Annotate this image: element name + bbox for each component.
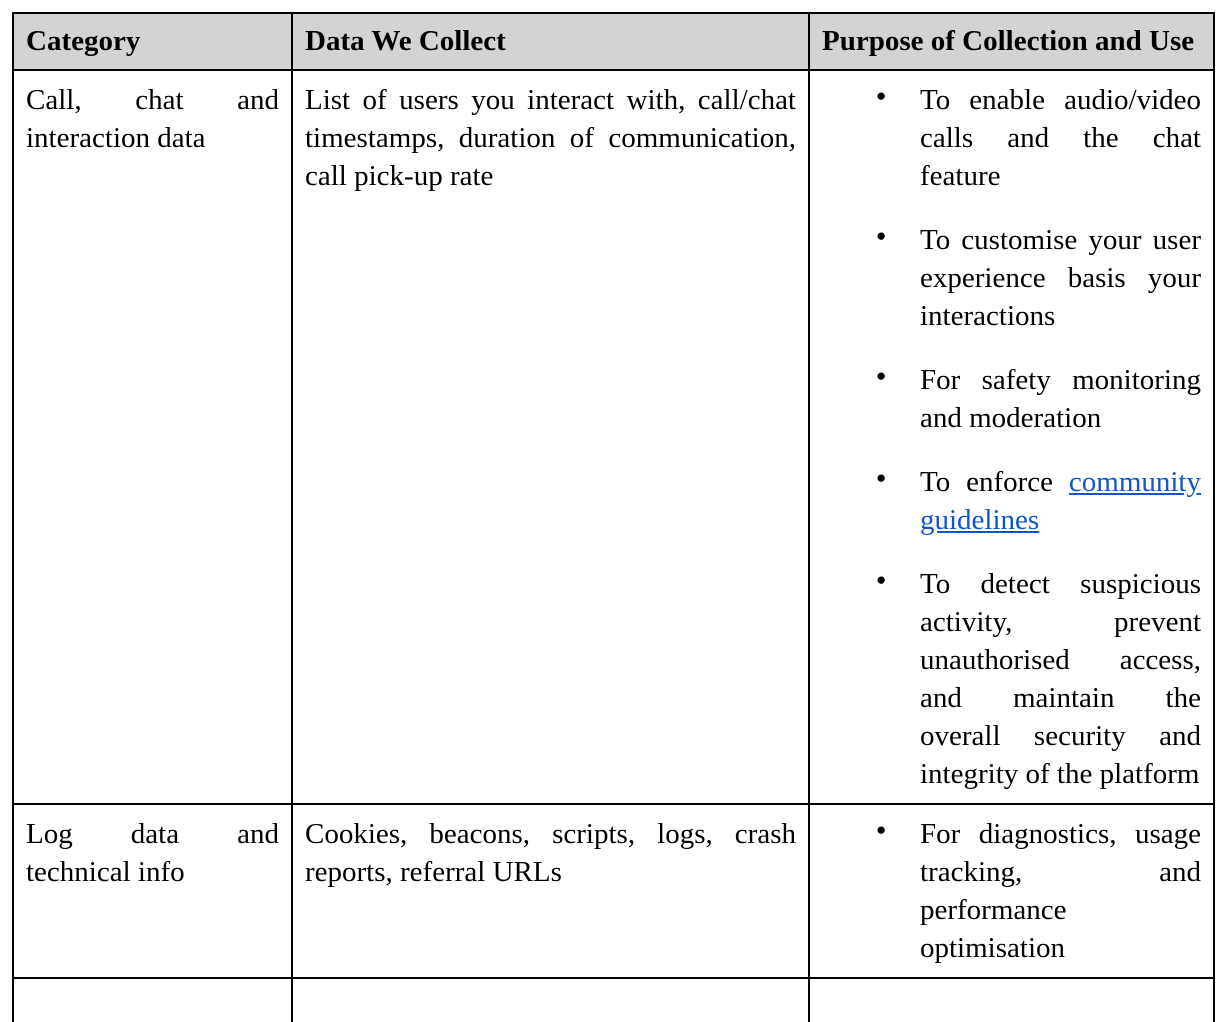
purpose-text: For diagnostics, usage tracking, and per… bbox=[920, 818, 1201, 964]
purpose-text: To customise your user experience basis … bbox=[920, 224, 1201, 332]
purpose-item: To customise your user experience basis … bbox=[822, 221, 1201, 335]
purpose-text: To detect suspicious activity, prevent u… bbox=[920, 568, 1201, 790]
table-row-call-chat: Call, chat and interaction data List of … bbox=[12, 69, 1215, 805]
data-collection-table: Category Data We Collect Purpose of Coll… bbox=[12, 12, 1215, 1022]
table-row-partial bbox=[12, 977, 1215, 1022]
data-collected-cell: Cookies, beacons, scripts, logs, crash r… bbox=[291, 803, 810, 979]
purpose-cell-empty bbox=[808, 977, 1215, 1022]
purpose-list: To enable audio/video calls and the chat… bbox=[822, 81, 1201, 793]
purpose-item: To enforce community guidelines bbox=[822, 463, 1201, 539]
category-cell: Call, chat and interaction data bbox=[12, 69, 293, 805]
purpose-list: For diagnostics, usage tracking, and per… bbox=[822, 815, 1201, 967]
header-row: Category Data We Collect Purpose of Coll… bbox=[12, 12, 1215, 71]
purpose-text: For safety monitoring and moderation bbox=[920, 364, 1201, 434]
purpose-cell: For diagnostics, usage tracking, and per… bbox=[808, 803, 1215, 979]
community-guidelines-link[interactable]: community guidelines bbox=[920, 466, 1201, 536]
purpose-cell: To enable audio/video calls and the chat… bbox=[808, 69, 1215, 805]
data-collected-cell: List of users you interact with, call/ch… bbox=[291, 69, 810, 805]
header-data-we-collect: Data We Collect bbox=[291, 12, 810, 71]
purpose-text: To enforce bbox=[920, 466, 1069, 498]
purpose-item: To detect suspicious activity, prevent u… bbox=[822, 565, 1201, 793]
data-collected-cell-empty bbox=[291, 977, 810, 1022]
purpose-item: For diagnostics, usage tracking, and per… bbox=[822, 815, 1201, 967]
purpose-item: For safety monitoring and moderation bbox=[822, 361, 1201, 437]
category-cell-empty bbox=[12, 977, 293, 1022]
category-cell: Log data and technical info bbox=[12, 803, 293, 979]
header-category: Category bbox=[12, 12, 293, 71]
purpose-text: To enable audio/video calls and the chat… bbox=[920, 84, 1201, 192]
table-row-log-data: Log data and technical info Cookies, bea… bbox=[12, 803, 1215, 979]
table-body: Call, chat and interaction data List of … bbox=[12, 69, 1215, 1022]
header-purpose-of-collection: Purpose of Collection and Use bbox=[808, 12, 1215, 71]
purpose-item: To enable audio/video calls and the chat… bbox=[822, 81, 1201, 195]
table-header: Category Data We Collect Purpose of Coll… bbox=[12, 12, 1215, 71]
